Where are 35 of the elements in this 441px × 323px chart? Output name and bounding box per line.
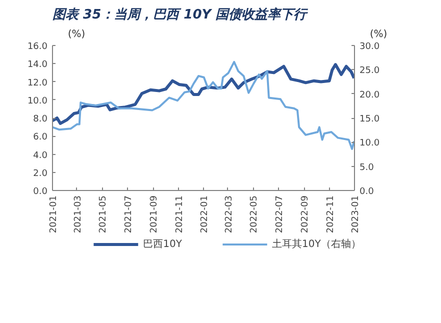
y-axis-title: (%) <box>68 29 86 40</box>
x-tick-label: 2022-03 <box>224 195 234 234</box>
x-tick-label: 2022-05 <box>250 195 260 234</box>
x-tick-label: 2021-07 <box>124 195 134 234</box>
x-tick-label: 2021-11 <box>174 195 185 234</box>
y-tick-label: 4.0 <box>33 150 48 161</box>
y2-tick-label: 5.0 <box>360 162 374 173</box>
x-tick-label: 2022-11 <box>326 195 336 234</box>
x-tick-label: 2022-01 <box>200 195 210 234</box>
x-tick-label: 2023-01 <box>351 195 361 234</box>
y-tick-label: 12.0 <box>27 78 48 88</box>
y-tick-label: 14.0 <box>27 60 48 70</box>
y2-tick-label: 25.0 <box>360 66 380 76</box>
x-tick-label: 2022-07 <box>274 195 285 234</box>
x-tick-label: 2021-09 <box>150 195 160 234</box>
y-tick-label: 8.0 <box>33 114 48 124</box>
y2-tick-label: 15.0 <box>360 114 380 124</box>
y-tick-label: 2.0 <box>33 168 48 179</box>
y-tick-label: 16.0 <box>27 42 48 52</box>
y2-tick-label: 0.0 <box>360 187 374 197</box>
x-tick-label: 2021-05 <box>98 195 109 234</box>
y2-tick-label: 30.0 <box>360 42 380 52</box>
y-tick-label: 0.0 <box>33 187 48 197</box>
y2-tick-label: 20.0 <box>360 90 380 100</box>
chart-title: 图表 35：当周，巴西 10Y 国债收益率下行 <box>52 6 309 22</box>
y2-axis-title: (%) <box>370 29 388 40</box>
legend-label: 巴西10Y <box>143 238 182 251</box>
x-tick-label: 2021-03 <box>73 195 84 234</box>
line-series <box>52 60 354 150</box>
x-tick-label: 2022-09 <box>300 195 311 234</box>
legend-label: 土耳其10Y（右轴） <box>272 238 361 251</box>
y2-tick-label: 10.0 <box>360 138 380 149</box>
x-tick-label: 2021-01 <box>49 195 59 234</box>
y-tick-label: 10.0 <box>27 96 48 106</box>
y-tick-label: 6.0 <box>33 132 48 143</box>
